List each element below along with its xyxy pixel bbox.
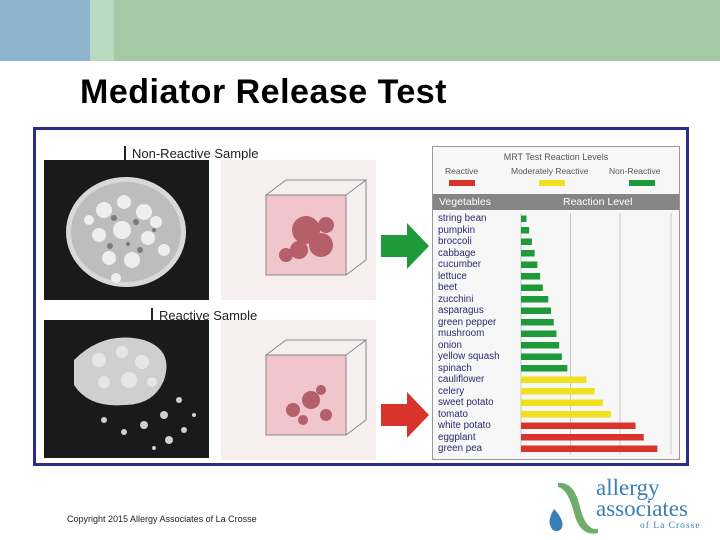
legend-non-reactive-label: Non-Reactive	[609, 166, 661, 176]
logo-line2: associates	[596, 496, 688, 521]
mrt-figure: Non-Reactive Sample	[33, 127, 689, 466]
legend-reactive-swatch	[449, 180, 475, 186]
header-vegetables: Vegetables	[439, 196, 491, 208]
logo-line3: of La Crosse	[640, 521, 701, 531]
bar-sweet-potato	[521, 399, 603, 406]
bar-cucumber	[521, 261, 538, 268]
header-reaction-level: Reaction Level	[563, 196, 633, 208]
legend-moderate-label: Moderately Reactive	[511, 166, 589, 176]
category-label: cauliflower	[438, 374, 485, 385]
bar-beet	[521, 284, 543, 291]
bar-mushroom	[521, 330, 557, 337]
category-label: white potato	[438, 420, 491, 431]
category-label: asparagus	[438, 305, 484, 316]
logo-swoosh-icon	[549, 482, 598, 534]
bar-pumpkin	[521, 227, 530, 234]
category-label: pumpkin	[438, 224, 476, 236]
reactive-diagram	[221, 320, 376, 460]
red-arrow-icon	[381, 392, 429, 438]
legend-non-reactive-swatch	[629, 180, 655, 186]
top-bar-light-block	[90, 0, 114, 61]
reaction-level-chart: MRT Test Reaction Levels Reactive Modera…	[432, 146, 680, 460]
category-label: spinach	[438, 362, 472, 374]
bar-white-potato	[521, 422, 636, 429]
non-reactive-cell-photo	[44, 160, 209, 300]
top-bar-blue-block	[0, 0, 90, 61]
logo-line1: allergy	[596, 475, 660, 500]
chart-title: MRT Test Reaction Levels	[503, 152, 609, 162]
bar-string-bean	[521, 215, 527, 222]
bar-celery	[521, 388, 595, 395]
top-decorative-bar	[0, 0, 720, 61]
non-reactive-diagram	[221, 160, 376, 300]
category-label: zucchini	[438, 293, 474, 305]
category-label: cucumber	[438, 259, 482, 270]
bar-green-pepper	[521, 319, 554, 326]
legend-moderate-swatch	[539, 180, 565, 186]
bar-tomato	[521, 411, 611, 418]
bar-onion	[521, 342, 560, 349]
slide-title: Mediator Release Test	[80, 73, 448, 111]
bar-lettuce	[521, 273, 541, 280]
category-label: sweet potato	[438, 397, 494, 408]
category-label: yellow squash	[438, 351, 500, 362]
bar-spinach	[521, 365, 568, 372]
category-label: green pepper	[438, 316, 497, 328]
category-label: mushroom	[438, 328, 485, 339]
category-label: string bean	[438, 213, 487, 224]
reactive-cell-photo	[44, 320, 209, 458]
category-label: cabbage	[438, 247, 476, 259]
category-label: green pea	[438, 443, 483, 454]
bar-green-pea	[521, 445, 658, 452]
category-label: broccoli	[438, 236, 472, 247]
bar-eggplant	[521, 434, 644, 441]
category-label: eggplant	[438, 431, 476, 443]
allergy-associates-logo: allergy associates of La Crosse	[540, 475, 715, 537]
reactive-sample-label: Reactive Sample	[151, 308, 264, 323]
non-reactive-sample-label: Non-Reactive Sample	[124, 146, 265, 161]
copyright-text: Copyright 2015 Allergy Associates of La …	[67, 514, 257, 524]
bar-yellow-squash	[521, 353, 562, 360]
bar-cauliflower	[521, 376, 587, 383]
category-label: tomato	[438, 408, 468, 420]
category-label: onion	[438, 339, 462, 351]
bar-asparagus	[521, 307, 551, 314]
legend-reactive-label: Reactive	[445, 166, 479, 176]
category-label: beet	[438, 282, 458, 293]
bar-cabbage	[521, 250, 535, 257]
chart-header: Vegetables Reaction Level	[433, 194, 679, 210]
vegetable-list: string bean pumpkin broccoli cabbage cucumbe…	[433, 213, 519, 455]
category-label: celery	[438, 385, 465, 397]
green-arrow-icon	[381, 223, 429, 269]
bar-zucchini	[521, 296, 549, 303]
bar-broccoli	[521, 238, 532, 245]
category-label: lettuce	[438, 270, 467, 282]
reaction-bars	[520, 213, 672, 455]
